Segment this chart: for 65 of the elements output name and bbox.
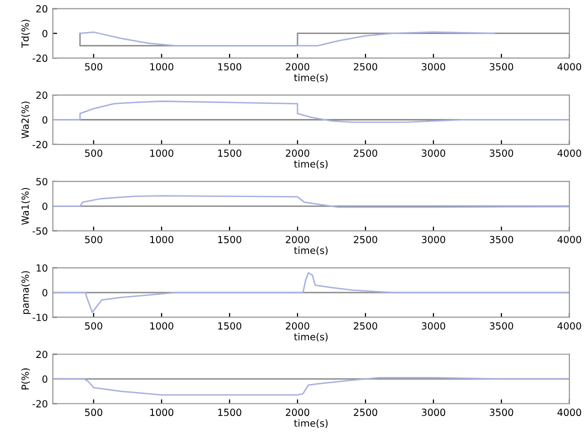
x-axis-title: time(s) [294,74,328,82]
x-tick-label: 2000 [286,63,310,70]
x-tick-label: 2500 [354,408,378,416]
x-axis-title: time(s) [294,419,328,428]
x-tick-label: 1500 [218,236,242,244]
x-tick-label: 4000 [557,236,582,244]
x-tick-label: 3500 [490,63,514,70]
x-tick-label: 2500 [354,63,378,70]
x-tick-label: 1000 [150,63,174,70]
x-tick-label: 1500 [218,63,242,70]
x-tick-label: 3000 [422,236,446,244]
y-axis-title: Wa1(%) [21,188,30,225]
y-tick-label: 20 [36,350,48,358]
y-tick-label: 0 [42,116,48,124]
x-tick-label: 2500 [354,149,378,157]
x-tick-label: 4000 [557,149,582,157]
x-tick-label: 1000 [150,236,174,244]
x-tick-label: 3000 [422,149,446,157]
x-axis-title: time(s) [294,332,328,342]
y-tick-label: 50 [36,178,48,186]
y-tick-label: -20 [32,400,48,408]
y-tick-label: 0 [42,30,48,38]
x-tick-label: 3500 [490,149,514,157]
x-axis-title: time(s) [294,246,328,256]
y-tick-label: 0 [42,289,48,296]
x-tick-label: 2000 [286,149,310,157]
x-tick-label: 3000 [422,408,446,416]
x-tick-label: 1500 [218,149,242,157]
y-tick-label: 20 [36,92,48,99]
x-tick-label: 500 [85,63,102,70]
x-tick-label: 3000 [422,63,446,70]
x-tick-label: 1000 [150,149,174,157]
y-axis-title: Td(%) [21,20,30,48]
x-tick-label: 2500 [354,236,378,244]
x-tick-label: 2000 [286,236,310,244]
x-tick-label: 500 [85,236,102,244]
y-tick-label: 0 [42,202,48,210]
y-tick-label: -20 [32,54,48,62]
x-tick-label: 1000 [150,322,174,330]
y-tick-label: 0 [42,375,48,383]
y-axis-title: Wa2(%) [21,102,30,138]
x-tick-label: 500 [85,149,102,157]
x-tick-label: 3000 [422,322,446,330]
x-tick-label: 1500 [218,322,242,330]
x-tick-label: 3500 [490,322,514,330]
x-tick-label: 4000 [557,63,582,70]
x-axis-title: time(s) [294,160,328,169]
x-tick-label: 2000 [286,322,310,330]
x-tick-label: 1500 [218,408,242,416]
x-tick-label: 3500 [490,408,514,416]
x-tick-label: 4000 [557,408,582,416]
x-tick-label: 500 [85,408,102,416]
x-tick-label: 4000 [557,322,582,330]
y-tick-label: -50 [32,227,48,235]
y-tick-label: 10 [36,264,48,272]
x-tick-label: 2500 [354,322,378,330]
x-tick-label: 1000 [150,408,174,416]
y-tick-label: -10 [32,314,48,322]
y-tick-label: 20 [36,5,48,13]
x-tick-label: 500 [85,322,102,330]
x-tick-label: 3500 [490,236,514,244]
y-tick-label: -20 [32,140,48,148]
y-axis-title: pama(%) [21,271,31,314]
y-axis-title: P(%) [21,368,30,390]
x-tick-label: 2000 [286,408,310,416]
